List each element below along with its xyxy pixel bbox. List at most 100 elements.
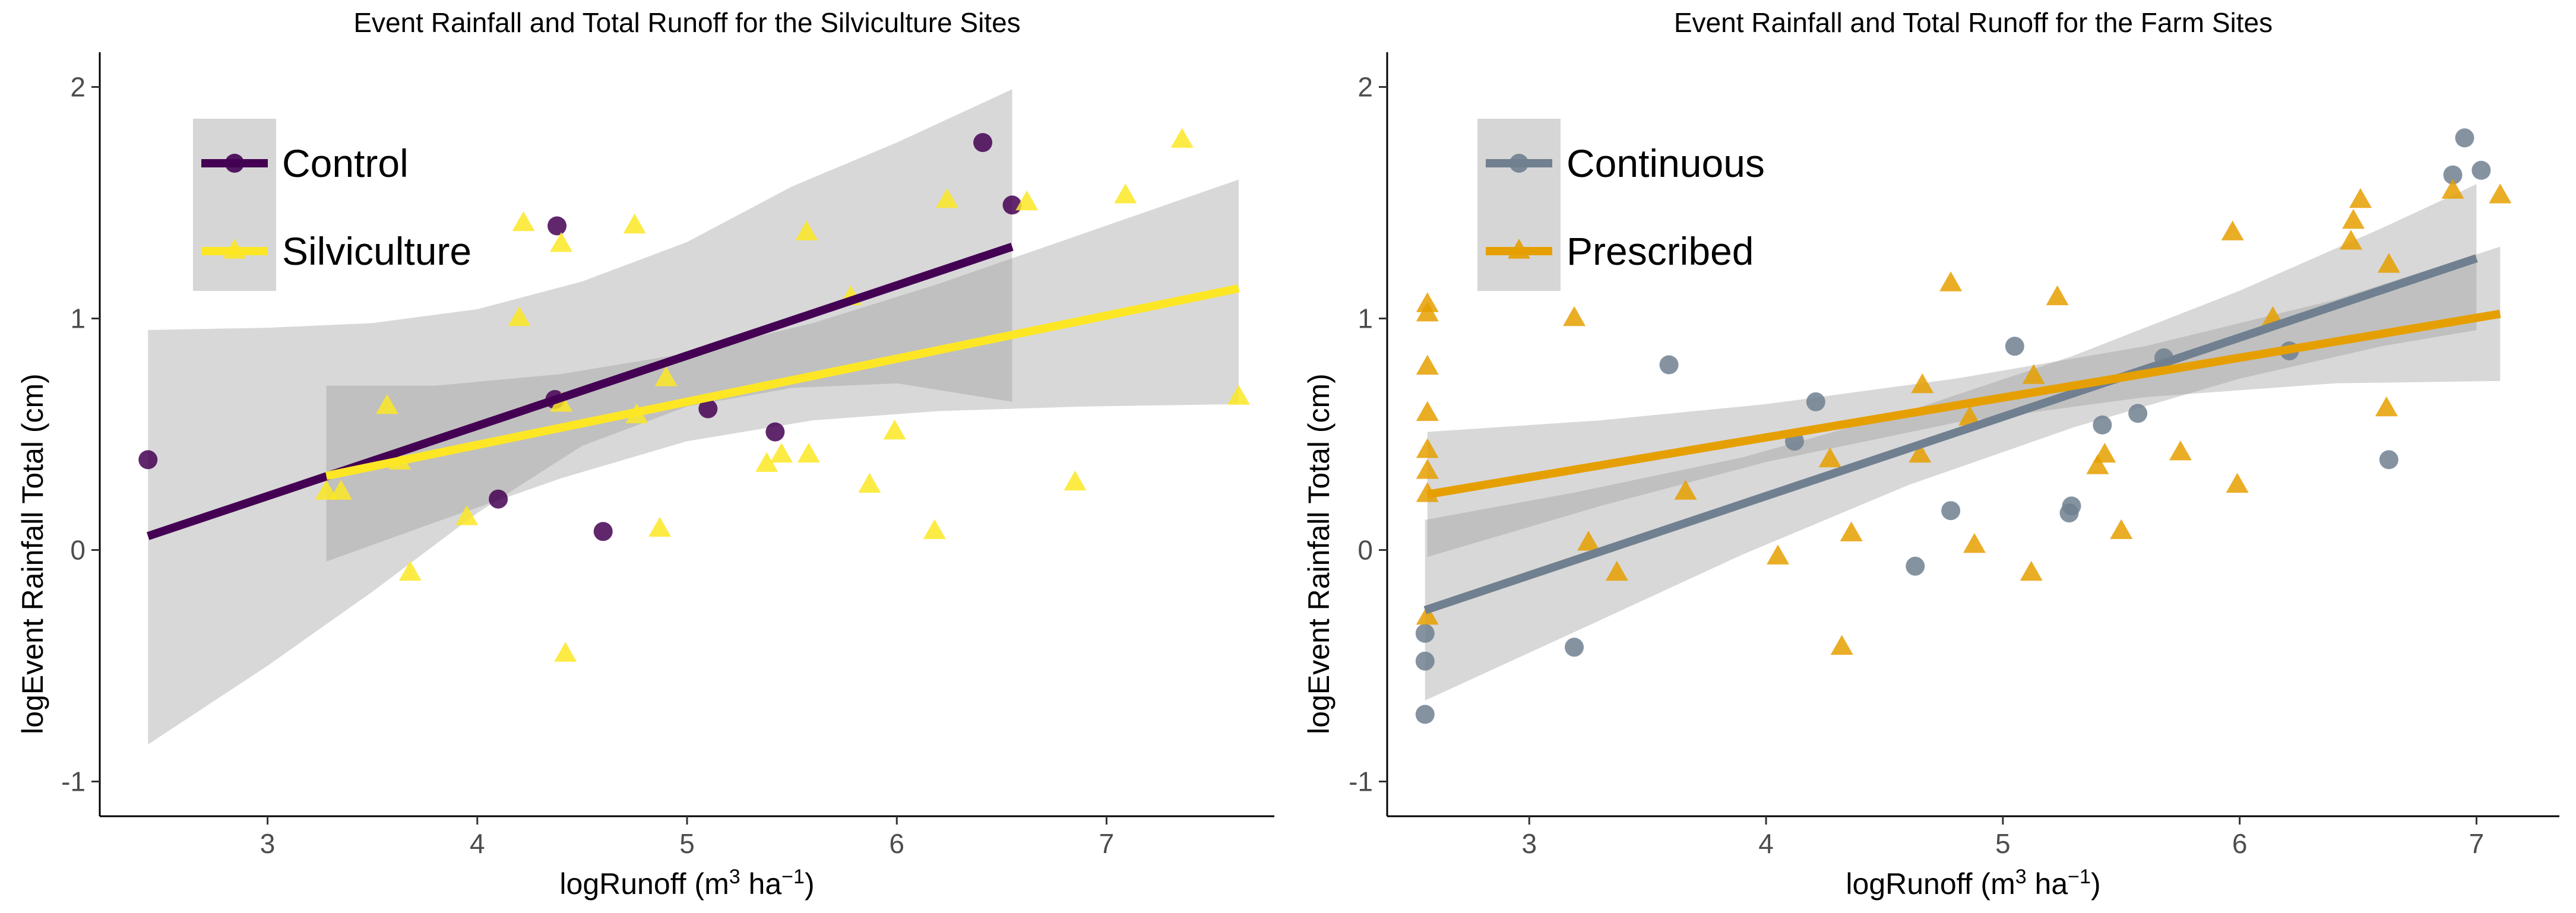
x-tick-label: 3 [1521, 828, 1537, 859]
data-point [923, 519, 946, 540]
data-point [2377, 253, 2400, 273]
data-point [2005, 337, 2024, 356]
fit-line-silviculture [325, 284, 1240, 480]
data-point [1563, 306, 1586, 326]
data-point [1227, 385, 1250, 405]
data-point [1909, 442, 1932, 463]
data-point [1170, 128, 1194, 148]
x-tick-label: 4 [1758, 828, 1774, 859]
x-axis-label: logRunoff (m3 ha−1) [1846, 866, 2100, 901]
legend-marker-continuous [1509, 154, 1528, 173]
x-tick-label: 6 [889, 828, 904, 859]
data-point [1806, 392, 1825, 411]
data-point [1911, 373, 1934, 394]
data-point [138, 450, 158, 470]
x-tick-label: 7 [2469, 828, 2485, 859]
data-point [2379, 450, 2398, 470]
x-tick-label: 3 [260, 828, 276, 859]
data-point [973, 133, 993, 153]
legend-marker-silviculture [223, 239, 246, 259]
data-point [1416, 459, 1439, 479]
data-point [375, 394, 398, 414]
data-point [1415, 623, 1435, 643]
data-point [2221, 220, 2244, 240]
data-point [554, 642, 577, 662]
data-point [1415, 705, 1435, 724]
x-tick-label: 5 [679, 828, 695, 859]
data-point [1416, 301, 1439, 322]
data-point [1416, 354, 1439, 375]
data-point [883, 419, 906, 440]
data-point [2022, 364, 2045, 384]
y-tick-label: 2 [1357, 72, 1373, 103]
data-point [2128, 404, 2148, 423]
legend-label: Prescribed [1567, 229, 1754, 273]
data-point [1939, 271, 1963, 291]
chart-title: Event Rainfall and Total Runoff for the … [1674, 7, 2273, 38]
y-tick-label: 0 [70, 535, 86, 566]
x-tick-label: 6 [2232, 828, 2248, 859]
x-tick-label: 5 [1995, 828, 2011, 859]
data-point [765, 422, 785, 442]
data-point [935, 188, 958, 208]
confidence-band-control [148, 89, 1012, 745]
confidence-band-silviculture [326, 179, 1239, 562]
legend-label: Control [282, 141, 409, 185]
data-point [2169, 440, 2192, 461]
data-point [2455, 128, 2474, 148]
data-point [2226, 473, 2249, 493]
data-point [698, 399, 718, 419]
data-point [1416, 438, 1439, 458]
y-axis-label: logEvent Rainfall Total (cm) [1302, 373, 1336, 734]
data-point [858, 473, 881, 493]
fit-line-prescribed [1426, 309, 2501, 499]
legend-key-background [193, 119, 276, 291]
data-point [593, 522, 613, 541]
data-point [797, 442, 820, 463]
y-tick-label: -1 [61, 766, 86, 797]
data-point [512, 211, 535, 232]
data-point [2375, 396, 2398, 417]
y-tick-label: 0 [1357, 535, 1373, 566]
data-point [1906, 556, 1925, 576]
legend-marker-prescribed [1508, 239, 1530, 259]
data-point [1565, 638, 1584, 657]
data-point [1958, 405, 1982, 426]
data-point [648, 516, 672, 537]
y-tick-label: -1 [1349, 766, 1373, 797]
data-point [2093, 442, 2116, 463]
data-point [770, 442, 793, 463]
legend: Continuous Prescribed [1477, 119, 1765, 291]
data-point [623, 213, 646, 234]
fit-line-control [147, 242, 1014, 540]
data-point [2020, 560, 2043, 581]
data-point [654, 366, 678, 386]
data-point [795, 220, 818, 240]
data-point [1114, 183, 1137, 204]
data-point [398, 560, 422, 581]
data-point [548, 216, 567, 236]
data-point [2489, 183, 2512, 204]
confidence-band-continuous [1425, 184, 2477, 700]
data-point [1818, 447, 1841, 468]
chart-title: Event Rainfall and Total Runoff for the … [353, 7, 1020, 38]
data-point [1674, 480, 1697, 500]
data-point [550, 232, 573, 252]
data-point [1963, 532, 1986, 553]
data-point [1415, 651, 1435, 671]
data-point [2471, 160, 2491, 180]
legend-label: Silviculture [282, 229, 471, 273]
data-point [330, 480, 353, 500]
data-point [2441, 179, 2464, 199]
data-point [2443, 165, 2463, 185]
data-point [1416, 401, 1439, 421]
data-point [1840, 521, 1863, 541]
y-tick-label: 1 [70, 303, 86, 334]
data-point [1659, 355, 1679, 375]
chart-panel-silviculture: Event Rainfall and Total Runoff for the … [16, 7, 1274, 901]
x-axis-label: logRunoff (m3 ha−1) [559, 866, 814, 901]
data-point [2086, 454, 2109, 474]
x-tick-label: 7 [1099, 828, 1115, 859]
data-point [1605, 560, 1628, 581]
